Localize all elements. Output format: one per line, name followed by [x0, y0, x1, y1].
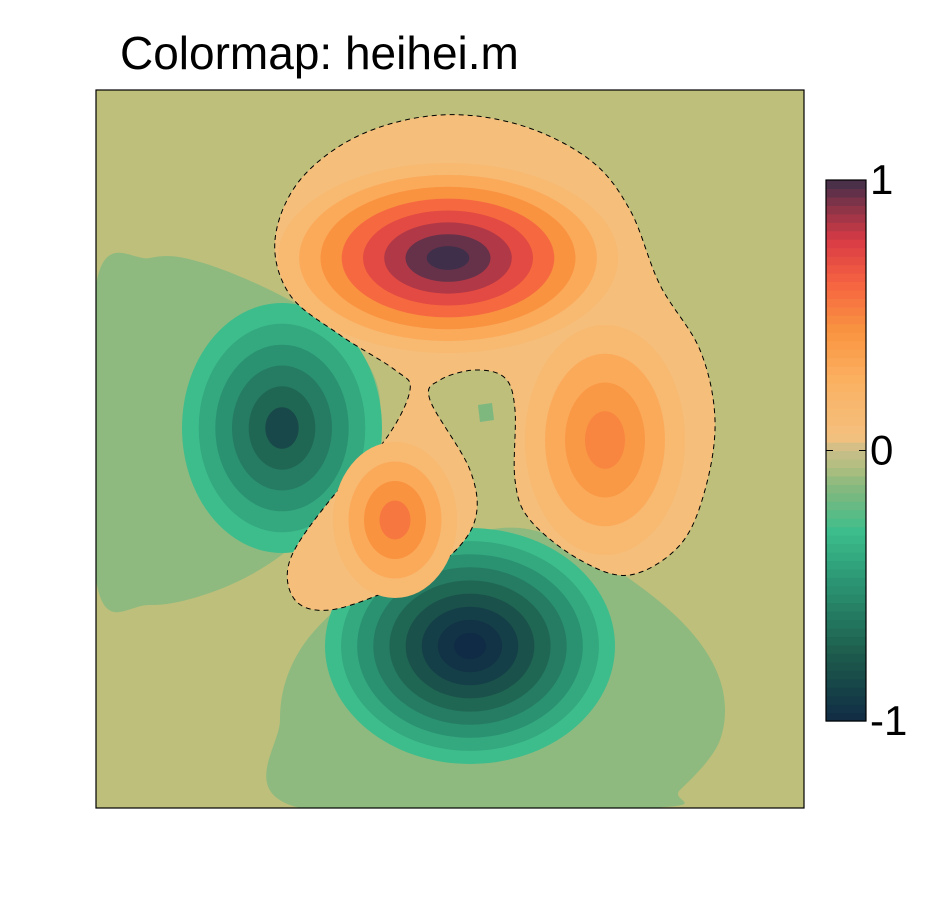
colorbar-band — [826, 619, 866, 629]
colorbar-band — [826, 678, 866, 688]
colorbar-band — [826, 568, 866, 578]
colorbar-band — [826, 205, 866, 215]
colorbar-band — [826, 357, 866, 367]
colorbar-band — [826, 374, 866, 384]
colorbar-tick-label: 0 — [870, 427, 893, 474]
colorbar-band — [826, 661, 866, 671]
colorbar-band — [826, 323, 866, 333]
colorbar-band — [826, 450, 866, 460]
colorbar-band — [826, 670, 866, 680]
colorbar-band — [826, 382, 866, 392]
colorbar-band — [826, 213, 866, 223]
colorbar-band — [826, 492, 866, 502]
colorbar-band — [826, 391, 866, 401]
colorbar-band — [826, 577, 866, 587]
colorbar-band — [826, 585, 866, 595]
colorbar-band — [826, 425, 866, 435]
plot-frame — [95, 89, 805, 809]
middle-local-maximum-level-3 — [379, 500, 411, 540]
colorbar-band — [826, 281, 866, 291]
colorbar-band — [826, 475, 866, 485]
colorbar-band — [826, 543, 866, 553]
colorbar-band — [826, 518, 866, 528]
right-local-maximum-level-3 — [585, 411, 625, 469]
colorbar-band — [826, 230, 866, 240]
colorbar-band — [826, 247, 866, 257]
colorbar-band — [826, 222, 866, 232]
colorbar-band — [826, 349, 866, 359]
plot-area — [95, 89, 805, 809]
colorbar-band — [826, 298, 866, 308]
colorbar-band — [826, 180, 866, 190]
colorbar-band — [826, 484, 866, 494]
colorbar-band — [826, 188, 866, 198]
colorbar-band — [826, 433, 866, 443]
colorbar-band — [826, 509, 866, 519]
colorbar-band — [826, 196, 866, 206]
colorbar-band — [826, 416, 866, 426]
colorbar-band — [826, 467, 866, 477]
colorbar-band — [826, 636, 866, 646]
colorbar-band — [826, 611, 866, 621]
colorbar-band — [826, 264, 866, 274]
colorbar-band — [826, 289, 866, 299]
colorbar-band — [826, 526, 866, 536]
colorbar-band — [826, 535, 866, 545]
colorbar-band — [826, 560, 866, 570]
colorbar-tick-label: -1 — [870, 697, 907, 744]
colorbar-band — [826, 365, 866, 376]
colorbar-band — [826, 501, 866, 511]
colorbar-band — [826, 340, 866, 350]
colorbar-band — [826, 653, 866, 663]
colorbar-band — [826, 315, 866, 325]
colorbar-band — [826, 256, 866, 266]
colorbar-band — [826, 704, 866, 714]
chart-title: Colormap: heihei.m — [120, 27, 519, 79]
colorbar-band — [826, 695, 866, 705]
colorbar-band — [826, 408, 866, 418]
colorbar-band — [826, 644, 866, 654]
colorbar-band — [826, 399, 866, 409]
colorbar-band — [826, 551, 866, 561]
bottom-minimum-level-8 — [453, 632, 487, 660]
left-minimum-level-5 — [265, 407, 299, 449]
inner-negative-patch — [478, 403, 494, 422]
top-maximum-level-7 — [426, 246, 470, 270]
colorbar-band — [826, 458, 866, 468]
colorbar-band — [826, 712, 866, 722]
colorbar-band — [826, 272, 866, 283]
colorbar-band — [826, 687, 866, 697]
colorbar-band — [826, 628, 866, 638]
colorbar-band — [826, 442, 866, 452]
colorbar-band — [826, 602, 866, 612]
colorbar-band — [826, 332, 866, 342]
colorbar-band — [826, 239, 866, 249]
colorbar-tick-label: 1 — [870, 156, 893, 203]
colorbar-band — [826, 594, 866, 604]
colorbar-band — [826, 306, 866, 316]
colorbar: 1 0 -1 — [825, 156, 907, 744]
